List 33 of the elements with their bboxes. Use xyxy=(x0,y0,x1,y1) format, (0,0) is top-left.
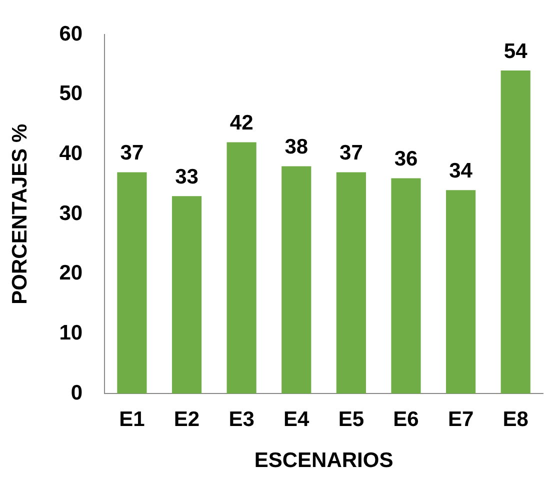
x-tick-label: E7 xyxy=(448,408,474,431)
data-label: 37 xyxy=(120,142,144,165)
data-label: 42 xyxy=(230,112,254,135)
bar xyxy=(336,172,366,394)
bar xyxy=(391,178,421,394)
data-label: 34 xyxy=(449,159,473,182)
y-tick-label: 40 xyxy=(59,142,83,166)
x-tick-label: E4 xyxy=(284,408,310,431)
data-label: 37 xyxy=(340,142,363,165)
bar xyxy=(117,172,147,394)
x-tick-label: E2 xyxy=(174,408,200,431)
bar xyxy=(446,190,476,394)
y-tick-label: 0 xyxy=(70,381,83,404)
x-tick-label: E8 xyxy=(502,408,529,431)
data-label: 33 xyxy=(175,165,198,188)
y-tick-label: 10 xyxy=(59,322,83,345)
x-tick-label: E1 xyxy=(119,408,146,431)
x-tick-label: E3 xyxy=(228,408,254,431)
data-label: 54 xyxy=(504,40,528,63)
y-tick-label: 50 xyxy=(59,82,83,106)
bar xyxy=(172,196,202,394)
data-label: 36 xyxy=(394,147,418,170)
x-axis-title: ESCENARIOS xyxy=(254,449,394,472)
bar xyxy=(282,166,312,394)
bar xyxy=(500,70,530,394)
y-tick-label: 20 xyxy=(59,262,83,285)
y-axis-title: PORCENTAJES % xyxy=(8,124,32,304)
x-tick-label: E5 xyxy=(338,408,364,431)
bar xyxy=(226,142,256,394)
y-tick-label: 60 xyxy=(59,22,83,46)
x-tick-label: E6 xyxy=(393,408,419,431)
data-label: 38 xyxy=(284,136,308,159)
y-tick-label: 30 xyxy=(59,202,83,225)
